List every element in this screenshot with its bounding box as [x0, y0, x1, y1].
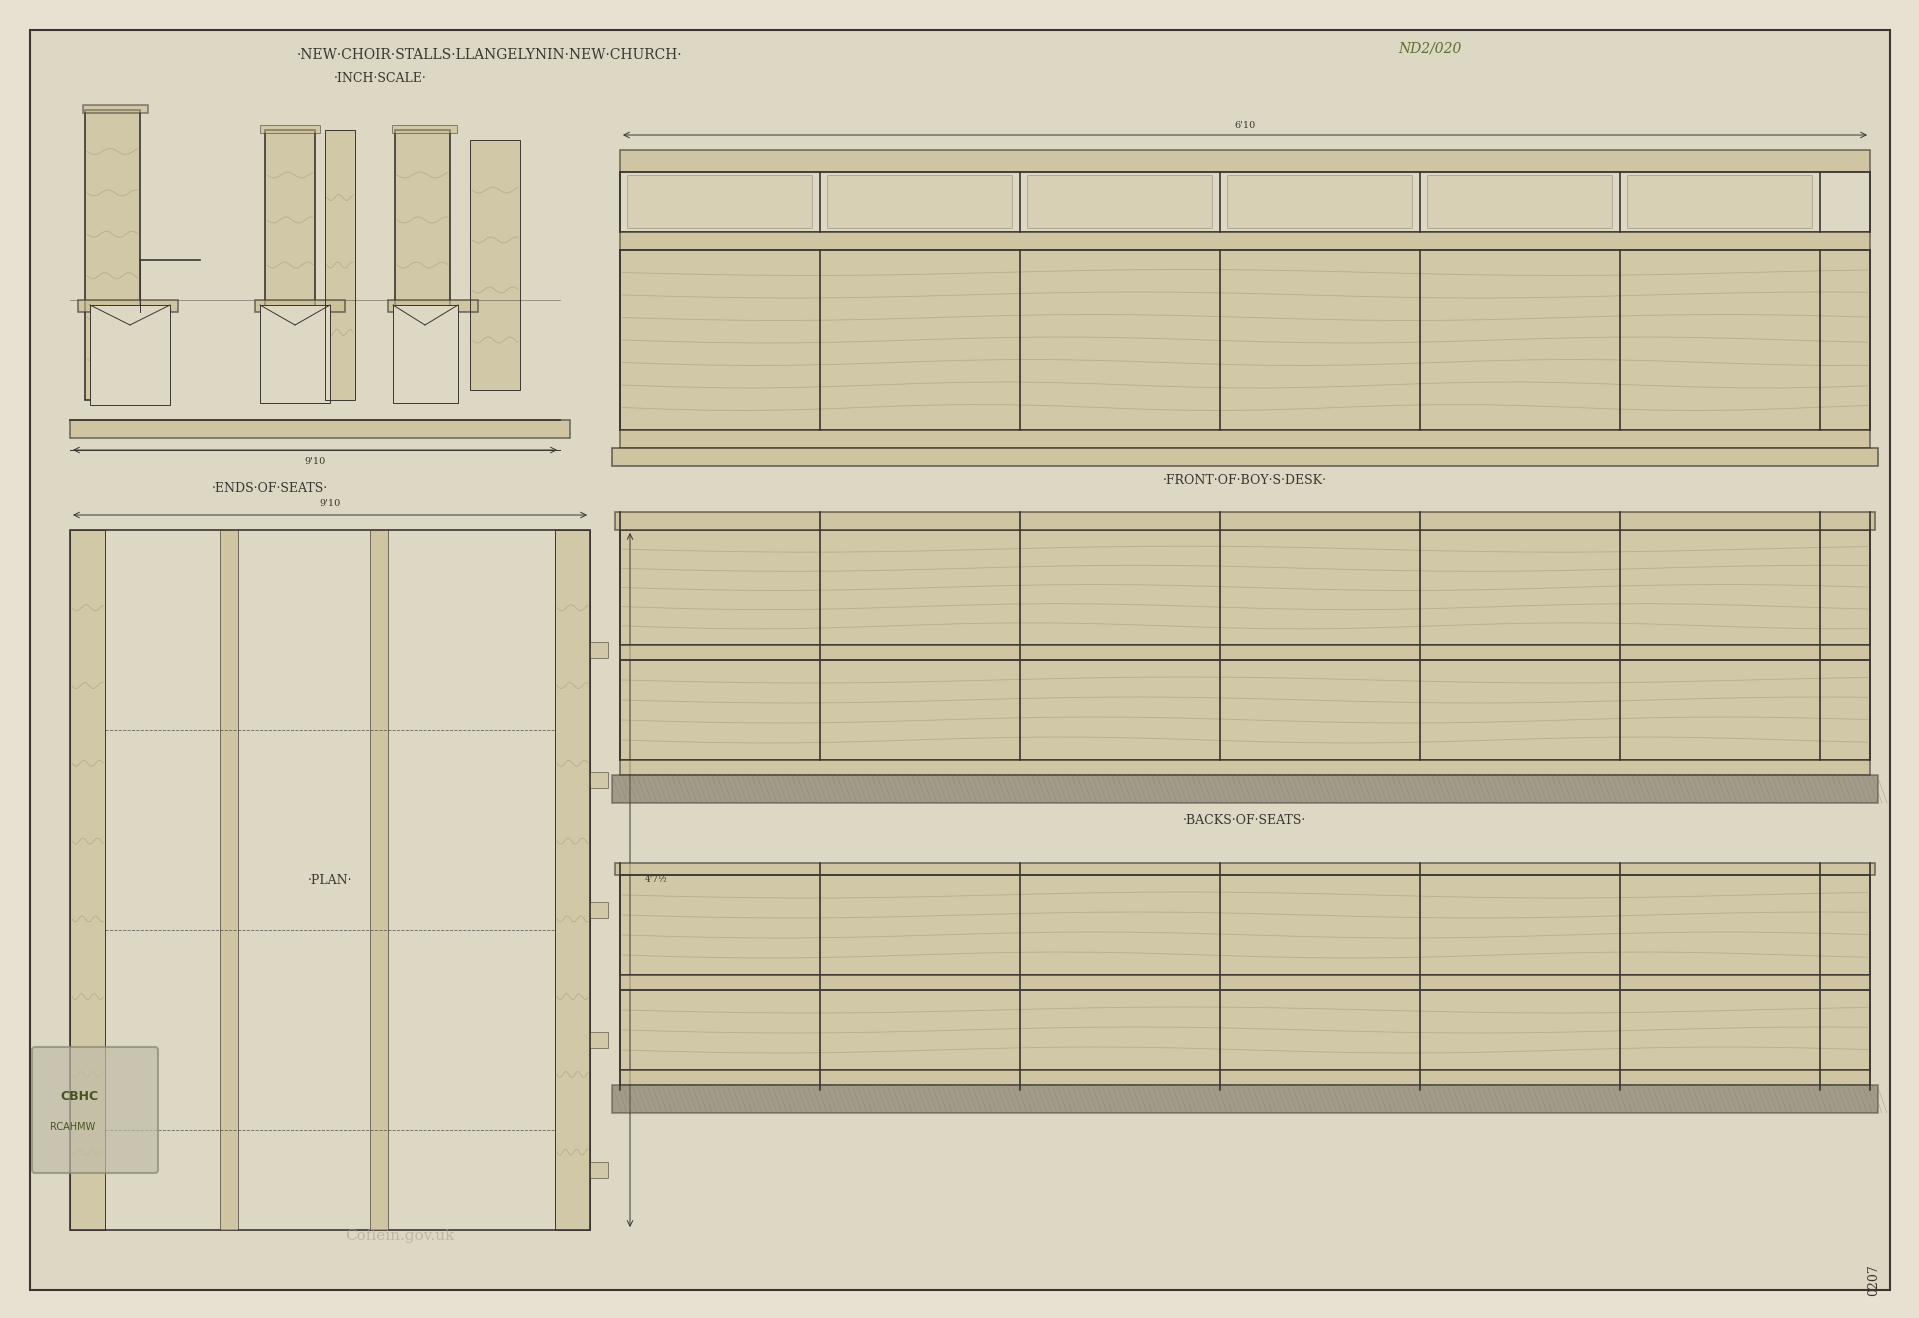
Bar: [79, 301, 178, 312]
Bar: [589, 1162, 608, 1178]
Bar: [589, 772, 608, 788]
Bar: [620, 975, 1869, 990]
Text: ·NEW·CHOIR·STALLS·LLANGELYNIN·NEW·CHURCH·: ·NEW·CHOIR·STALLS·LLANGELYNIN·NEW·CHURCH…: [297, 47, 683, 62]
Bar: [612, 448, 1879, 467]
Bar: [393, 304, 459, 403]
Bar: [255, 301, 345, 312]
Bar: [589, 1032, 608, 1048]
Bar: [620, 875, 1869, 975]
Bar: [614, 511, 1875, 530]
Text: ·INCH·SCALE·: ·INCH·SCALE·: [334, 71, 426, 84]
Bar: [259, 304, 330, 403]
Text: ·FRONT·OF·BOY·S·DESK·: ·FRONT·OF·BOY·S·DESK·: [1163, 473, 1328, 486]
Text: 0207: 0207: [1867, 1264, 1881, 1296]
Bar: [1627, 175, 1812, 228]
Bar: [69, 420, 570, 438]
Text: ·ENDS·OF·SEATS·: ·ENDS·OF·SEATS·: [211, 481, 328, 494]
Text: ·PLAN·: ·PLAN·: [307, 874, 353, 887]
Bar: [470, 140, 520, 390]
Bar: [620, 150, 1869, 173]
Bar: [555, 530, 589, 1230]
Bar: [620, 990, 1869, 1070]
Bar: [620, 760, 1869, 775]
Text: RCAHMW: RCAHMW: [50, 1122, 96, 1132]
Bar: [69, 530, 106, 1230]
Text: 6'10: 6'10: [1234, 120, 1255, 129]
Bar: [612, 775, 1879, 803]
Bar: [620, 430, 1869, 448]
Bar: [69, 530, 589, 1230]
Bar: [620, 530, 1869, 645]
Bar: [620, 250, 1869, 430]
Bar: [324, 130, 355, 399]
Text: CBHC: CBHC: [59, 1090, 98, 1103]
Text: ·BACKS·OF·SEATS·: ·BACKS·OF·SEATS·: [1184, 813, 1307, 826]
Bar: [90, 304, 171, 405]
Bar: [614, 863, 1875, 875]
Bar: [620, 990, 1869, 1070]
Bar: [1226, 175, 1412, 228]
Bar: [620, 660, 1869, 760]
Bar: [827, 175, 1011, 228]
Bar: [470, 140, 520, 390]
Bar: [628, 175, 812, 228]
Bar: [395, 130, 449, 399]
Bar: [620, 232, 1869, 250]
Bar: [1428, 175, 1612, 228]
Bar: [265, 130, 315, 399]
Bar: [1027, 175, 1213, 228]
Bar: [620, 530, 1869, 645]
Bar: [620, 1070, 1869, 1085]
Bar: [259, 125, 320, 133]
Bar: [555, 530, 589, 1230]
Text: Coflein.gov.uk: Coflein.gov.uk: [345, 1228, 455, 1243]
Text: 9'10: 9'10: [319, 498, 342, 507]
Bar: [620, 875, 1869, 975]
Bar: [589, 642, 608, 658]
Bar: [620, 645, 1869, 660]
Bar: [620, 173, 1869, 232]
Bar: [388, 301, 478, 312]
Bar: [324, 130, 355, 399]
Bar: [589, 902, 608, 919]
Bar: [69, 530, 106, 1230]
Bar: [612, 1085, 1879, 1112]
Bar: [83, 105, 148, 113]
Bar: [620, 660, 1869, 760]
Bar: [620, 250, 1869, 430]
FancyBboxPatch shape: [33, 1046, 157, 1173]
Bar: [265, 130, 315, 399]
Text: 4'7½: 4'7½: [645, 875, 668, 884]
Bar: [391, 125, 457, 133]
Bar: [221, 530, 238, 1230]
Text: 9'10: 9'10: [305, 457, 326, 467]
Text: ND2/020: ND2/020: [1399, 41, 1462, 55]
Bar: [395, 130, 449, 399]
Bar: [84, 109, 140, 399]
Bar: [84, 109, 140, 399]
Bar: [370, 530, 388, 1230]
